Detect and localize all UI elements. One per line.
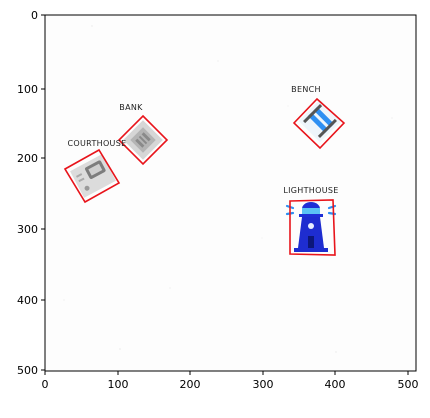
- detection-courthouse: COURTHOUSE: [63, 139, 127, 204]
- y-tick-label: 200: [17, 152, 38, 165]
- detection-label: BANK: [119, 103, 143, 112]
- y-tick-label: 500: [17, 364, 38, 377]
- x-tick-label: 200: [180, 378, 201, 391]
- bounding-box: [117, 114, 169, 166]
- detection-label: COURTHOUSE: [68, 139, 127, 148]
- x-tick-label: 100: [108, 378, 129, 391]
- detection-bench: BENCH: [291, 85, 346, 150]
- x-tick-label: 300: [253, 378, 274, 391]
- y-tick-label: 300: [17, 223, 38, 236]
- bounding-box: [292, 97, 346, 150]
- x-axis: [44, 371, 409, 375]
- detection-lighthouse: LIGHTHOUSE: [283, 186, 338, 256]
- image-panel: [45, 15, 416, 371]
- y-tick-label: 0: [31, 9, 38, 22]
- courthouse-icon: [70, 154, 116, 198]
- x-tick-label: 500: [398, 378, 419, 391]
- detection-label: LIGHTHOUSE: [283, 186, 338, 195]
- axes-frame: [44, 14, 417, 372]
- detection-label: BENCH: [291, 85, 321, 94]
- bounding-box: [63, 148, 121, 204]
- y-tick-label: 400: [17, 294, 38, 307]
- bank-icon: [123, 120, 163, 160]
- detection-bank: BANK: [117, 103, 169, 166]
- y-tick-label: 100: [17, 83, 38, 96]
- x-tick-label: 400: [325, 378, 346, 391]
- y-axis: [41, 14, 45, 371]
- x-tick-label: 0: [42, 378, 49, 391]
- bounding-box: [289, 199, 336, 256]
